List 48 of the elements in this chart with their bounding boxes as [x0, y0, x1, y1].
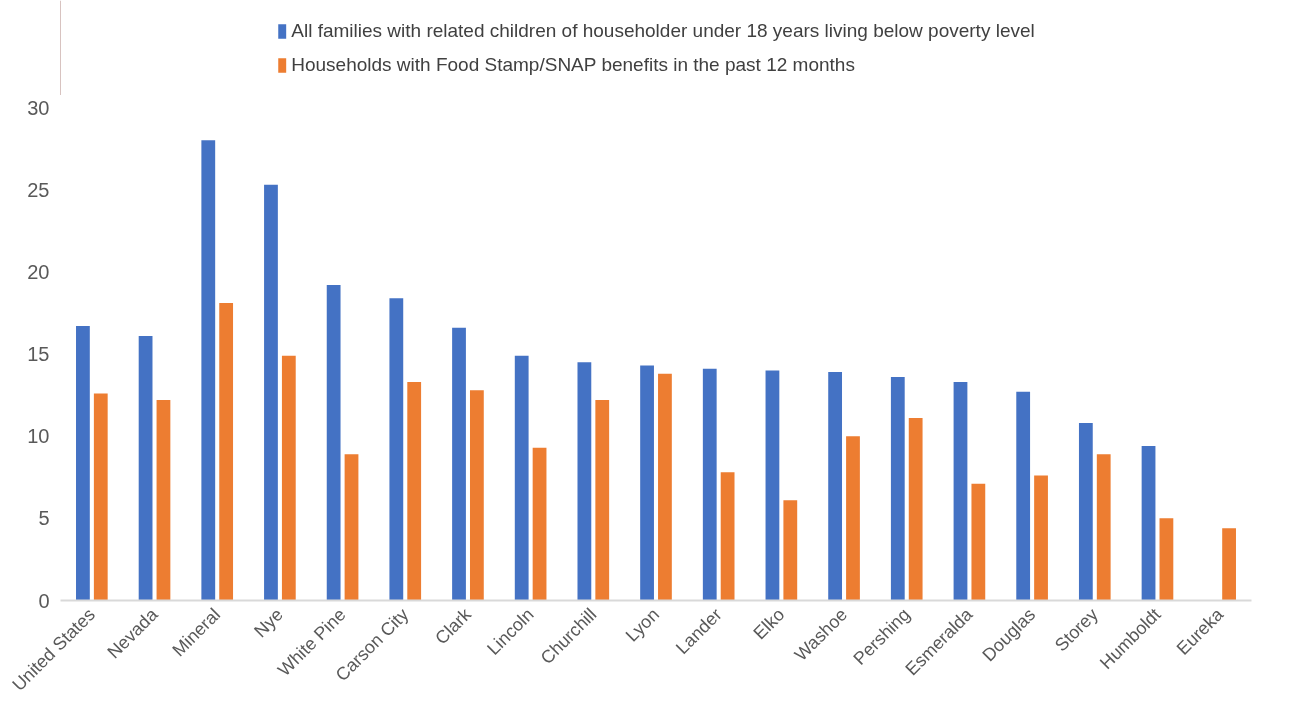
- bar: [846, 436, 860, 601]
- legend-label: Households with Food Stamp/SNAP benefits in the past 12 months: [291, 53, 855, 76]
- bar: [720, 472, 735, 601]
- bar: [890, 377, 905, 601]
- x-tick-label: Elko: [749, 604, 789, 644]
- bar: [138, 335, 153, 601]
- bar: [765, 370, 780, 601]
- bar: [953, 381, 968, 601]
- bar: [156, 400, 171, 601]
- bar: [344, 454, 359, 601]
- bar: [514, 355, 529, 601]
- x-tick-label: Nye: [250, 604, 287, 642]
- bar: [1016, 391, 1031, 601]
- bar: [452, 327, 466, 601]
- bar: [93, 393, 108, 601]
- y-tick-label: 10: [27, 425, 50, 448]
- bar: [908, 418, 923, 601]
- bar: [389, 298, 404, 601]
- y-tick-label: 5: [38, 507, 50, 530]
- bar: [407, 381, 422, 601]
- bar: [76, 326, 90, 601]
- y-tick-label: 15: [27, 343, 50, 365]
- bar: [1034, 475, 1048, 601]
- bar: [640, 365, 654, 601]
- bar: [1141, 446, 1156, 601]
- bar: [971, 483, 986, 601]
- bar: [1096, 454, 1111, 601]
- bar: [1159, 518, 1174, 601]
- y-tick-label: 30: [27, 96, 50, 119]
- bar: [702, 368, 717, 601]
- bar: [783, 500, 798, 601]
- bar: [264, 184, 278, 601]
- bar: [828, 372, 843, 601]
- y-tick-label: 20: [27, 260, 50, 283]
- y-tick-label: 25: [27, 178, 50, 201]
- bar: [469, 390, 484, 601]
- bar: [219, 303, 234, 601]
- bar: [326, 284, 341, 601]
- bar: [1222, 528, 1236, 601]
- bar: [532, 447, 547, 601]
- bar: [1078, 423, 1093, 601]
- bar: [281, 355, 296, 601]
- bar: [595, 400, 610, 601]
- bar: [577, 362, 592, 601]
- bar: [201, 140, 216, 601]
- legend-label: All families with related children of householder under 18 years living below poverty level: [291, 19, 1035, 42]
- y-tick-label: 0: [38, 589, 50, 612]
- bar: [658, 373, 672, 601]
